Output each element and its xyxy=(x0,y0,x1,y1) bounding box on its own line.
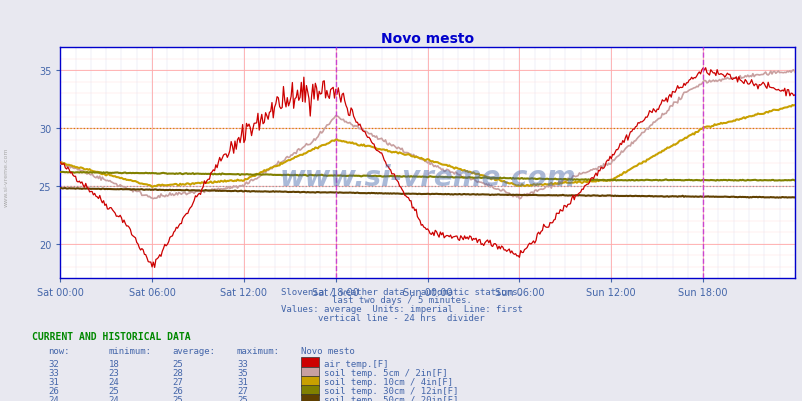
Text: maximum:: maximum: xyxy=(237,346,280,355)
Text: Novo mesto: Novo mesto xyxy=(301,346,354,355)
Text: 24: 24 xyxy=(108,395,119,401)
Bar xyxy=(301,376,318,386)
Text: 25: 25 xyxy=(172,359,183,368)
Text: 24: 24 xyxy=(48,395,59,401)
Text: 25: 25 xyxy=(237,395,247,401)
Text: 35: 35 xyxy=(237,368,247,377)
Text: 32: 32 xyxy=(48,359,59,368)
Text: 33: 33 xyxy=(237,359,247,368)
Bar xyxy=(301,385,318,395)
Text: 28: 28 xyxy=(172,368,183,377)
Text: 27: 27 xyxy=(237,386,247,395)
Text: Values: average  Units: imperial  Line: first: Values: average Units: imperial Line: fi… xyxy=(280,304,522,313)
Text: 18: 18 xyxy=(108,359,119,368)
Bar xyxy=(301,394,318,401)
Text: soil temp. 50cm / 20in[F]: soil temp. 50cm / 20in[F] xyxy=(323,395,457,401)
Text: soil temp. 10cm / 4in[F]: soil temp. 10cm / 4in[F] xyxy=(323,377,452,386)
Text: soil temp. 5cm / 2in[F]: soil temp. 5cm / 2in[F] xyxy=(323,368,447,377)
Text: 25: 25 xyxy=(108,386,119,395)
Text: Slovenia / weather data - automatic stations.: Slovenia / weather data - automatic stat… xyxy=(280,287,522,296)
Text: www.si-vreme.com: www.si-vreme.com xyxy=(4,147,9,206)
Text: 23: 23 xyxy=(108,368,119,377)
Bar xyxy=(301,367,318,377)
Title: Novo mesto: Novo mesto xyxy=(381,32,473,46)
Text: 27: 27 xyxy=(172,377,183,386)
Text: 26: 26 xyxy=(48,386,59,395)
Text: now:: now: xyxy=(48,346,70,355)
Text: 26: 26 xyxy=(172,386,183,395)
Text: CURRENT AND HISTORICAL DATA: CURRENT AND HISTORICAL DATA xyxy=(32,331,191,341)
Text: average:: average: xyxy=(172,346,216,355)
Text: vertical line - 24 hrs  divider: vertical line - 24 hrs divider xyxy=(318,313,484,322)
Text: air temp.[F]: air temp.[F] xyxy=(323,359,387,368)
Text: 24: 24 xyxy=(108,377,119,386)
Text: 25: 25 xyxy=(172,395,183,401)
Text: 33: 33 xyxy=(48,368,59,377)
Bar xyxy=(301,358,318,367)
Text: last two days / 5 minutes.: last two days / 5 minutes. xyxy=(331,296,471,304)
Text: 31: 31 xyxy=(237,377,247,386)
Text: 31: 31 xyxy=(48,377,59,386)
Text: minimum:: minimum: xyxy=(108,346,152,355)
Text: soil temp. 30cm / 12in[F]: soil temp. 30cm / 12in[F] xyxy=(323,386,457,395)
Text: www.si-vreme.com: www.si-vreme.com xyxy=(279,163,575,191)
